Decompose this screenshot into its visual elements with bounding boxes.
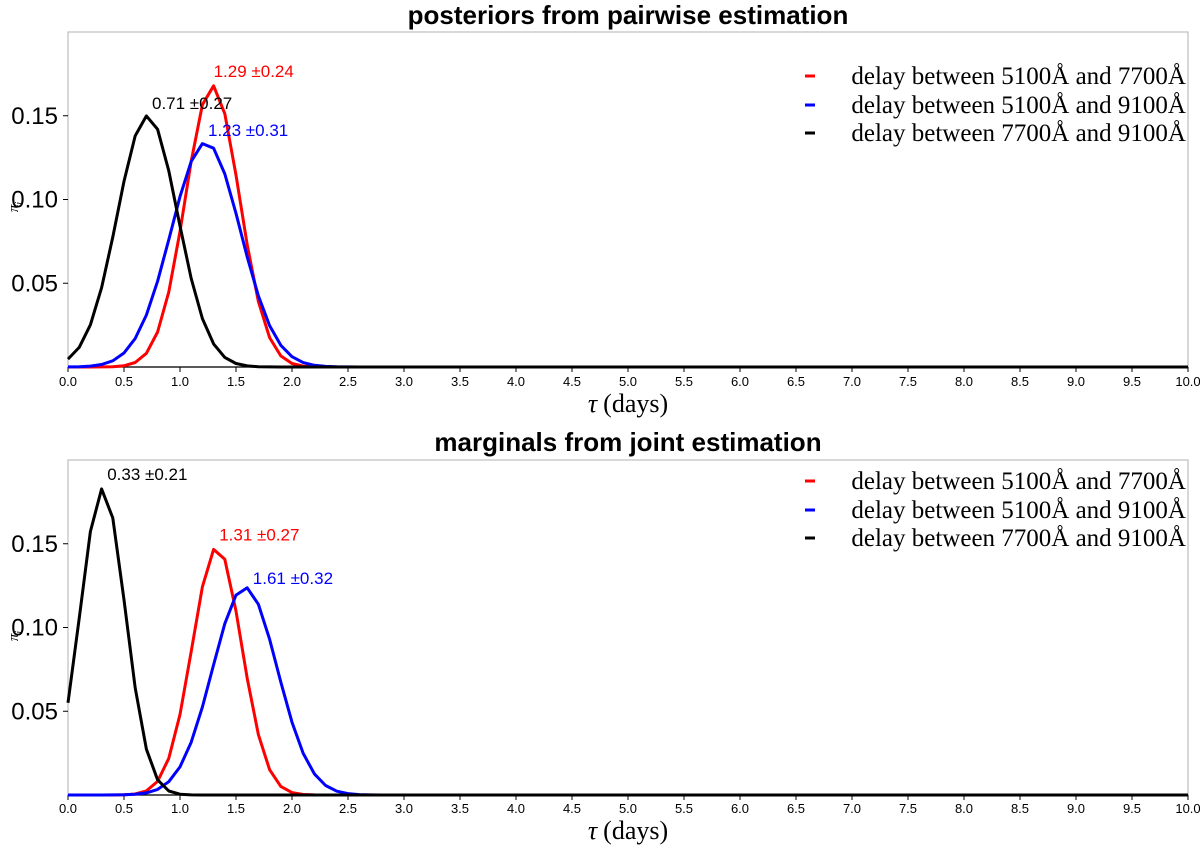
x-tick-label: 9.0 xyxy=(1067,374,1085,389)
x-tick-label: 1.0 xyxy=(171,374,189,389)
x-axis-unit: (days) xyxy=(603,389,668,418)
x-tick-label: 0.5 xyxy=(115,801,133,816)
x-tick-label: 1.5 xyxy=(227,801,245,816)
x-tick-label: 7.0 xyxy=(843,374,861,389)
x-tick-label: 5.0 xyxy=(619,374,637,389)
x-tick-label: 10.0 xyxy=(1175,374,1200,389)
peak-annotation-2: 0.33 ±0.21 xyxy=(107,465,187,484)
legend-entry-0: delay between 5100Å and 7700Å xyxy=(851,468,1186,495)
x-tick-label: 3.0 xyxy=(395,374,413,389)
x-tick-label: 8.0 xyxy=(955,374,973,389)
legend-entry-0: delay between 5100Å and 7700Å xyxy=(851,63,1186,90)
x-tick-label: 1.5 xyxy=(227,374,245,389)
y-axis-subscript: i xyxy=(14,202,25,205)
x-tick-label: 4.5 xyxy=(563,374,581,389)
x-tick-label: 0.5 xyxy=(115,374,133,389)
x-tick-label: 7.0 xyxy=(843,801,861,816)
legend-entry-2: delay between 7700Å and 9100Å xyxy=(851,525,1186,552)
y-tick-label: 0.10 xyxy=(11,615,58,642)
x-tick-label: 8.0 xyxy=(955,801,973,816)
peak-annotation-0: 1.31 ±0.27 xyxy=(219,525,299,544)
legend-entry-1: delay between 5100Å and 9100Å xyxy=(851,497,1186,524)
chart-title: marginals from joint estimation xyxy=(434,427,821,457)
x-tick-label: 0.0 xyxy=(59,374,77,389)
x-tick-label: 7.5 xyxy=(899,801,917,816)
x-tick-label: 9.5 xyxy=(1123,801,1141,816)
x-tick-label: 0.0 xyxy=(59,801,77,816)
x-tick-label: 2.5 xyxy=(339,801,357,816)
y-tick-label: 0.10 xyxy=(11,187,58,214)
y-tick-label: 0.05 xyxy=(11,270,58,297)
y-tick-label: 0.15 xyxy=(11,103,58,130)
x-tick-label: 5.0 xyxy=(619,801,637,816)
x-tick-label: 6.5 xyxy=(787,801,805,816)
x-tick-label: 6.0 xyxy=(731,801,749,816)
legend-entry-2: delay between 7700Å and 9100Å xyxy=(851,120,1186,147)
peak-annotation-1: 1.61 ±0.32 xyxy=(253,569,333,588)
x-tick-label: 2.0 xyxy=(283,374,301,389)
x-tick-label: 9.5 xyxy=(1123,374,1141,389)
x-tick-label: 4.5 xyxy=(563,801,581,816)
x-axis-symbol: τ xyxy=(588,816,599,845)
x-tick-label: 2.5 xyxy=(339,374,357,389)
x-tick-label: 7.5 xyxy=(899,374,917,389)
series-line-0 xyxy=(68,547,1188,797)
x-tick-label: 3.0 xyxy=(395,801,413,816)
x-axis-label: τ (days) xyxy=(588,389,668,418)
x-tick-label: 8.5 xyxy=(1011,801,1029,816)
peak-annotation-2: 0.71 ±0.27 xyxy=(152,94,232,113)
y-axis-label: πi xyxy=(6,202,25,213)
chart-title: posteriors from pairwise estimation xyxy=(408,0,849,30)
x-tick-label: 5.5 xyxy=(675,374,693,389)
x-tick-label: 10.0 xyxy=(1175,801,1200,816)
x-tick-label: 9.0 xyxy=(1067,801,1085,816)
x-tick-label: 8.5 xyxy=(1011,374,1029,389)
y-tick-label: 0.05 xyxy=(11,698,58,725)
x-tick-label: 3.5 xyxy=(451,801,469,816)
y-tick-label: 0.15 xyxy=(11,531,58,558)
x-tick-label: 4.0 xyxy=(507,801,525,816)
y-axis-label: πi xyxy=(6,631,25,642)
y-axis-symbol: π xyxy=(6,633,22,641)
x-tick-label: 2.0 xyxy=(283,801,301,816)
x-tick-label: 4.0 xyxy=(507,374,525,389)
chart-panel-joint: marginals from joint estimation 0.0 0.5 1.0… xyxy=(6,427,1200,845)
y-axis-symbol: π xyxy=(6,204,22,212)
x-tick-label: 3.5 xyxy=(451,374,469,389)
x-tick-label: 6.5 xyxy=(787,374,805,389)
peak-annotation-0: 1.29 ±0.24 xyxy=(214,62,294,81)
peak-annotation-1: 1.23 ±0.31 xyxy=(208,121,288,140)
series-line-2 xyxy=(66,487,1188,797)
x-axis-label: τ (days) xyxy=(588,816,668,845)
legend-entry-1: delay between 5100Å and 9100Å xyxy=(851,92,1186,119)
chart-panel-pairwise: posteriors from pairwise estimation 0.0 0.… xyxy=(6,0,1200,418)
x-tick-label: 6.0 xyxy=(731,374,749,389)
x-axis-unit: (days) xyxy=(603,816,668,845)
y-axis-subscript: i xyxy=(14,631,25,634)
x-tick-label: 1.0 xyxy=(171,801,189,816)
series-line-2 xyxy=(66,114,1188,369)
x-tick-label: 5.5 xyxy=(675,801,693,816)
x-axis-symbol: τ xyxy=(588,389,599,418)
